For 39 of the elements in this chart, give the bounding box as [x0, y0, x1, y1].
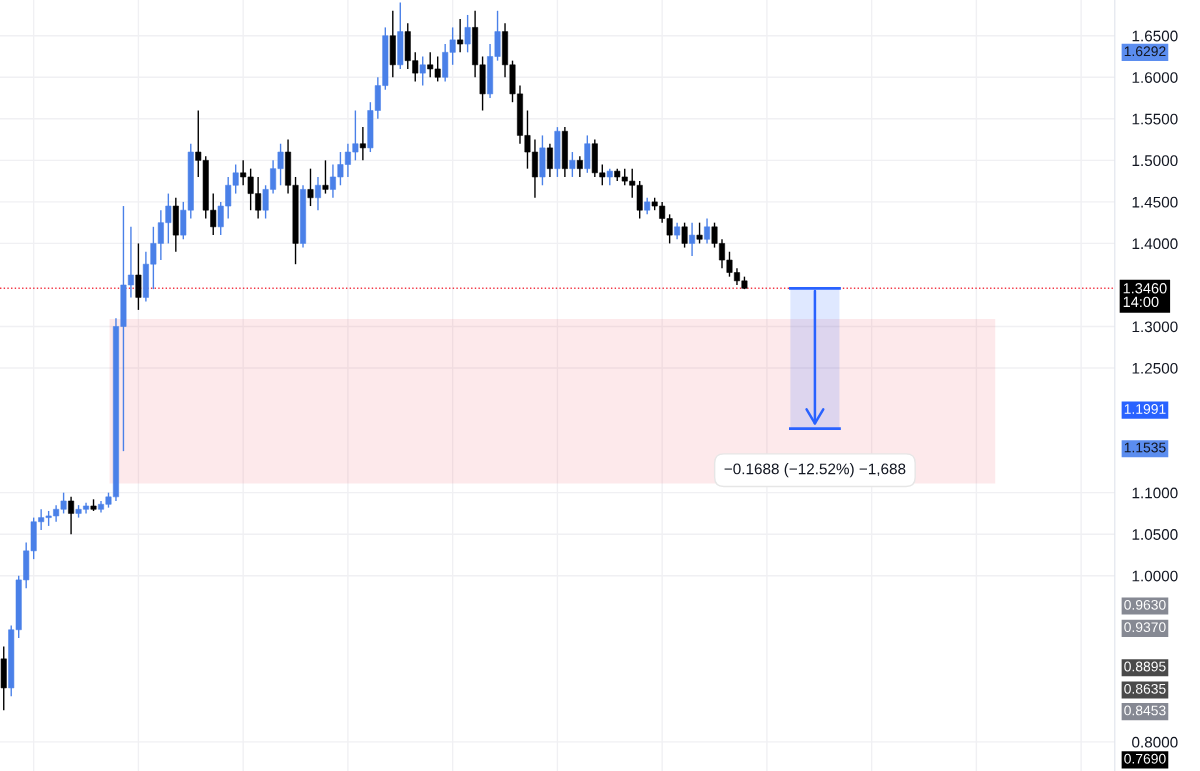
y-tick-label: 1.4000: [1132, 238, 1178, 250]
y-tick-label: 1.5500: [1132, 113, 1178, 125]
y-tick-label: 1.6500: [1132, 30, 1178, 42]
candlestick: [359, 126, 366, 162]
y-tick-label: 1.3000: [1132, 321, 1178, 333]
candlestick: [546, 143, 553, 178]
candlestick: [464, 14, 471, 54]
candlestick: [696, 221, 703, 245]
y-tick-label: 1.1000: [1132, 487, 1178, 499]
text: 1.1991: [1124, 404, 1166, 414]
text: 0.8895: [1124, 661, 1166, 672]
y-tick-label: 0.8000: [1132, 736, 1178, 748]
y-tick-label: 1.4500: [1132, 196, 1178, 208]
candlestick: [681, 221, 688, 249]
y-tick-label: 1.6000: [1132, 72, 1178, 83]
candlestick: [689, 221, 696, 257]
text: 1.6292: [1124, 46, 1166, 57]
text: 0.9370: [1124, 622, 1166, 633]
candlestick: [135, 242, 142, 311]
text: 0.9630: [1124, 599, 1166, 610]
candlestick: [576, 155, 583, 178]
candlestick: [315, 176, 321, 211]
y-tick-label: 1.5000: [1132, 155, 1178, 167]
candlestick: [569, 151, 576, 178]
ref-line-label: 1.3460 14:00: [1123, 283, 1167, 308]
candlestick: [457, 18, 464, 54]
text: 0.7690: [1124, 753, 1166, 764]
y-tick-label: 1.2500: [1132, 362, 1178, 374]
text: 1.1535: [1124, 442, 1166, 453]
candlestick: [68, 496, 75, 535]
candlestick: [419, 55, 426, 87]
band-label: −0.1688 (−12.52%) −1,688: [724, 463, 906, 478]
y-tick-label: 1.0000: [1132, 570, 1178, 582]
text: 0.8635: [1124, 683, 1166, 694]
candlestick: [704, 217, 711, 245]
text: 0.8453: [1124, 705, 1166, 716]
y-tick-label: 1.0500: [1132, 529, 1178, 540]
candlestick: [307, 167, 314, 207]
candlestick: [322, 159, 329, 195]
